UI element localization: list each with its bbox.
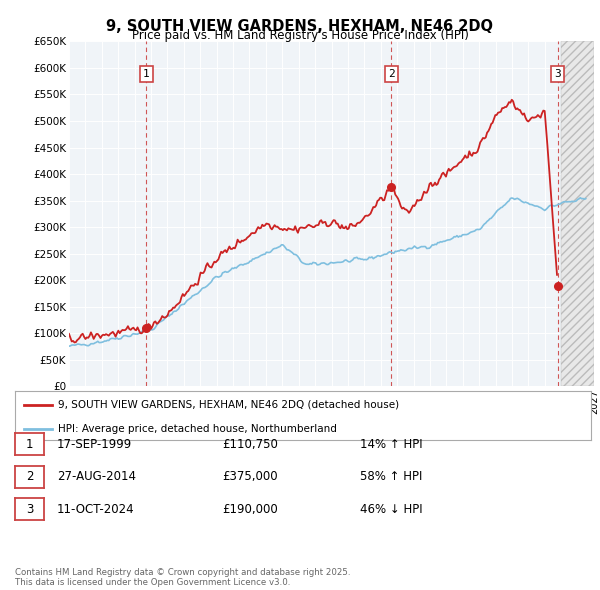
Text: £110,750: £110,750: [222, 438, 278, 451]
Text: 3: 3: [26, 503, 33, 516]
Text: 9, SOUTH VIEW GARDENS, HEXHAM, NE46 2DQ (detached house): 9, SOUTH VIEW GARDENS, HEXHAM, NE46 2DQ …: [58, 399, 400, 409]
Text: 14% ↑ HPI: 14% ↑ HPI: [360, 438, 422, 451]
Text: 27-AUG-2014: 27-AUG-2014: [57, 470, 136, 483]
Bar: [561, 41, 594, 386]
Text: Contains HM Land Registry data © Crown copyright and database right 2025.
This d: Contains HM Land Registry data © Crown c…: [15, 568, 350, 587]
Text: Price paid vs. HM Land Registry's House Price Index (HPI): Price paid vs. HM Land Registry's House …: [131, 30, 469, 42]
Text: 1: 1: [26, 438, 33, 451]
Text: 1: 1: [143, 69, 150, 79]
Text: £190,000: £190,000: [222, 503, 278, 516]
Text: 9, SOUTH VIEW GARDENS, HEXHAM, NE46 2DQ: 9, SOUTH VIEW GARDENS, HEXHAM, NE46 2DQ: [107, 19, 493, 34]
Text: 3: 3: [554, 69, 561, 79]
Text: 58% ↑ HPI: 58% ↑ HPI: [360, 470, 422, 483]
Text: 11-OCT-2024: 11-OCT-2024: [57, 503, 134, 516]
Text: 17-SEP-1999: 17-SEP-1999: [57, 438, 132, 451]
Text: £375,000: £375,000: [222, 470, 278, 483]
Text: 46% ↓ HPI: 46% ↓ HPI: [360, 503, 422, 516]
Text: 2: 2: [26, 470, 33, 483]
Text: 2: 2: [388, 69, 395, 79]
Text: HPI: Average price, detached house, Northumberland: HPI: Average price, detached house, Nort…: [58, 424, 337, 434]
